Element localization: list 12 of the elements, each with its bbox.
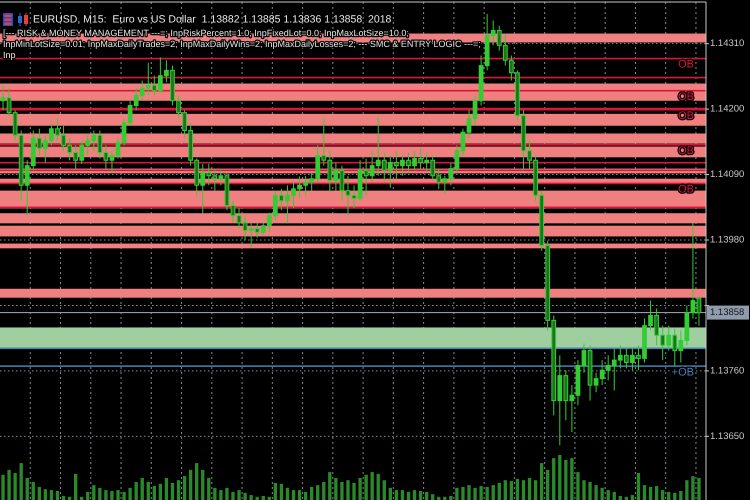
y-tick-label: 1.14090 bbox=[710, 169, 744, 180]
y-tick-label: 1.13760 bbox=[710, 365, 744, 376]
y-tick-label: 1.14200 bbox=[710, 104, 744, 115]
ref-line-label: 1.13858 bbox=[710, 307, 744, 318]
y-tick-label: 1.13980 bbox=[710, 234, 744, 246]
annotation: +OB bbox=[672, 366, 694, 378]
text: EURUSD, M15: Euro vs US Dollar 1.13882 1.13885 1.13836 1.13858 2018 bbox=[33, 13, 392, 26]
annotation: OB bbox=[678, 58, 694, 71]
annotation: OB bbox=[678, 145, 694, 157]
y-tick-label: 1.14310 bbox=[710, 38, 744, 50]
annotation: OB bbox=[678, 90, 694, 103]
y-tick-label: 1.13650 bbox=[710, 430, 744, 442]
